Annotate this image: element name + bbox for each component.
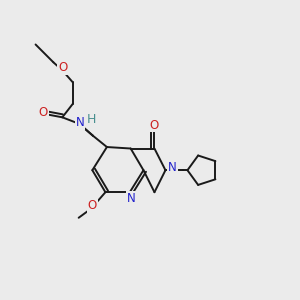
Text: O: O [58,61,68,74]
Text: N: N [76,116,84,129]
Text: O: O [38,106,48,119]
Text: N: N [127,192,136,205]
Text: O: O [150,118,159,131]
Text: N: N [168,161,177,174]
Text: H: H [87,112,96,126]
Text: O: O [88,200,97,212]
